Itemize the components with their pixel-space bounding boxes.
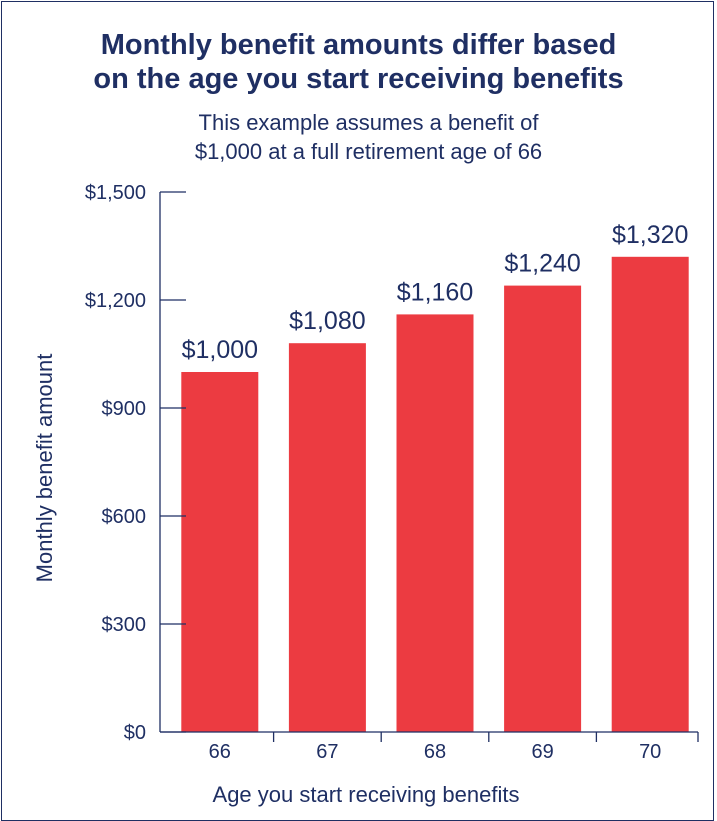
chart-subtitle-line1: This example assumes a benefit of: [198, 110, 539, 135]
y-tick-label: $300: [102, 614, 147, 636]
data-label-66: $1,000: [182, 336, 258, 364]
data-label-69: $1,240: [504, 250, 580, 278]
x-tick-label-66: 66: [209, 741, 231, 763]
bars-layer: $1,000 $1,080 $1,160 $1,240 $1,320: [181, 221, 689, 732]
x-tick-label-67: 67: [316, 741, 338, 763]
data-label-67: $1,080: [289, 307, 365, 335]
bar-69: [504, 285, 582, 732]
bar-66: [181, 372, 259, 732]
axes-layer: 66 67 68 69 70 $0 $300 $600 $900 $1,200 $1,500: [85, 182, 699, 763]
chart-title-line2: on the age you start receiving benefits: [93, 63, 624, 95]
y-tick-label: $0: [124, 722, 146, 744]
data-label-70: $1,320: [612, 221, 688, 249]
bar-70: [611, 256, 689, 732]
x-tick-label-68: 68: [424, 741, 446, 763]
x-tick-label-69: 69: [531, 741, 553, 763]
x-tick-label-70: 70: [639, 741, 661, 763]
x-axis-title: Age you start receiving benefits: [213, 782, 520, 807]
bar-67: [288, 343, 366, 732]
y-tick-label: $1,500: [85, 182, 146, 204]
y-axis-title: Monthly benefit amount: [32, 354, 57, 583]
y-tick-label: $600: [102, 506, 147, 528]
chart-title-line1: Monthly benefit amounts differ based: [100, 29, 617, 61]
bar-68: [396, 314, 474, 732]
y-tick-label: $900: [102, 398, 147, 420]
chart-subtitle-line2: $1,000 at a full retirement age of 66: [194, 139, 543, 164]
data-label-68: $1,160: [397, 278, 473, 306]
y-tick-label: $1,200: [85, 290, 146, 312]
